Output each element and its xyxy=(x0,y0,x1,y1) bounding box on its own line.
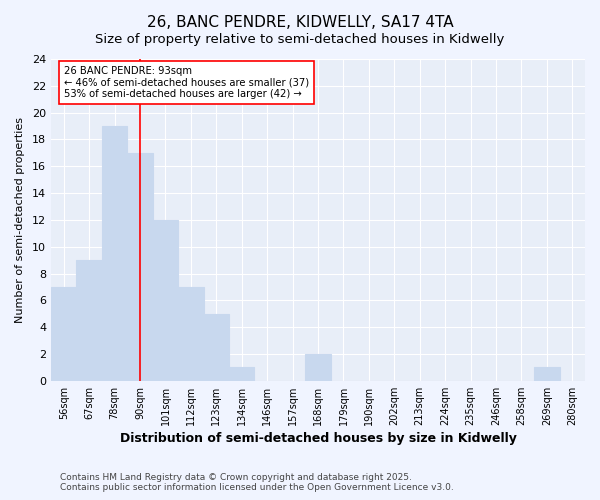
Text: 26, BANC PENDRE, KIDWELLY, SA17 4TA: 26, BANC PENDRE, KIDWELLY, SA17 4TA xyxy=(146,15,454,30)
Bar xyxy=(102,126,127,381)
Bar xyxy=(229,368,254,381)
Bar xyxy=(127,153,153,381)
Bar xyxy=(203,314,229,381)
X-axis label: Distribution of semi-detached houses by size in Kidwelly: Distribution of semi-detached houses by … xyxy=(119,432,517,445)
Text: Size of property relative to semi-detached houses in Kidwelly: Size of property relative to semi-detach… xyxy=(95,32,505,46)
Bar xyxy=(51,287,76,381)
Text: Contains HM Land Registry data © Crown copyright and database right 2025.
Contai: Contains HM Land Registry data © Crown c… xyxy=(60,473,454,492)
Bar xyxy=(153,220,178,381)
Bar xyxy=(178,287,203,381)
Bar xyxy=(305,354,331,381)
Bar xyxy=(534,368,560,381)
Y-axis label: Number of semi-detached properties: Number of semi-detached properties xyxy=(15,117,25,323)
Text: 26 BANC PENDRE: 93sqm
← 46% of semi-detached houses are smaller (37)
53% of semi: 26 BANC PENDRE: 93sqm ← 46% of semi-deta… xyxy=(64,66,310,99)
Bar xyxy=(76,260,102,381)
